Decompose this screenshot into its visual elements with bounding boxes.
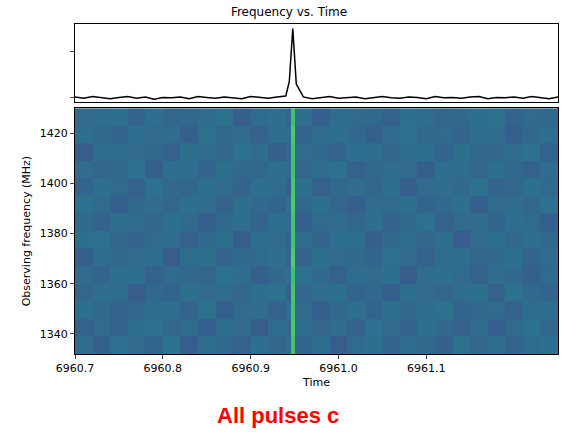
svg-text:1380: 1380 — [40, 227, 68, 240]
svg-text:6960.8: 6960.8 — [144, 362, 183, 375]
svg-text:6960.7: 6960.7 — [56, 362, 95, 375]
svg-text:All pulses c: All pulses c — [217, 403, 339, 428]
svg-text:6961.0: 6961.0 — [319, 362, 358, 375]
svg-text:Observing frequency (MHz): Observing frequency (MHz) — [20, 156, 33, 306]
svg-text:Frequency vs. Time: Frequency vs. Time — [231, 5, 347, 19]
svg-text:6960.9: 6960.9 — [231, 362, 270, 375]
svg-text:Time: Time — [302, 376, 330, 389]
svg-text:1340: 1340 — [40, 328, 68, 341]
svg-text:1400: 1400 — [40, 177, 68, 190]
svg-text:1360: 1360 — [40, 278, 68, 291]
svg-text:6961.1: 6961.1 — [407, 362, 446, 375]
svg-text:1420: 1420 — [40, 127, 68, 140]
